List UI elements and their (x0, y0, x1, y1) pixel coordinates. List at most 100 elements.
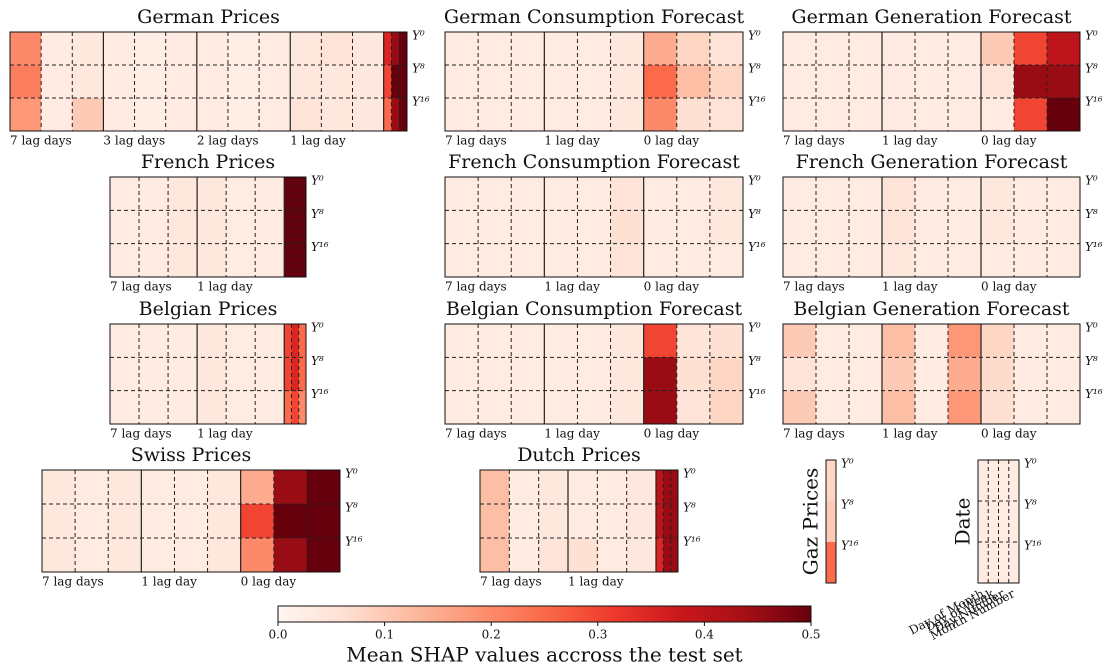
heat-cell (168, 210, 198, 244)
heat-cell (610, 357, 644, 391)
heat-cell (978, 501, 989, 543)
heat-cell (480, 504, 510, 539)
heat-cell (816, 65, 850, 99)
heat-cell (544, 177, 578, 211)
heat-cell (383, 65, 392, 99)
heat-cell (709, 390, 744, 425)
heat-cell (1014, 357, 1048, 391)
plot-frame (479, 469, 679, 573)
heat-cell (978, 460, 989, 502)
heat-cell (291, 390, 300, 425)
heat-cell (948, 65, 982, 99)
y-tick-label: Y¹⁶ (1085, 240, 1103, 254)
heat-cell (577, 243, 611, 278)
panel-title: French Consumption Forecast (448, 151, 740, 173)
heat-cell (1014, 243, 1048, 278)
heat-cell (816, 98, 850, 132)
heat-cell (544, 390, 578, 425)
heat-cell (284, 390, 292, 425)
tick-label: 0.4 (695, 628, 714, 642)
heat-cell (445, 390, 479, 425)
heat-cell (610, 65, 644, 99)
heat-cell (197, 357, 227, 391)
heat-cell (568, 538, 598, 573)
heat-cell (882, 32, 916, 66)
y-tick-label: Y⁸ (748, 207, 761, 221)
x-tick-label: 7 lag days (10, 134, 72, 148)
heat-cell (255, 210, 285, 244)
heat-cell (981, 98, 1015, 132)
panel-title: German Generation Forecast (791, 6, 1071, 28)
y-tick-label: Y⁰ (1024, 457, 1037, 471)
heat-cell (626, 538, 657, 573)
heat-cell (915, 324, 949, 358)
heat-cell (165, 65, 198, 99)
heat-cell (597, 538, 627, 573)
y-tick-label: Y⁸ (1085, 62, 1098, 76)
tick-label: 0.1 (375, 628, 394, 642)
heat-cell (849, 98, 883, 132)
heat-cell (478, 177, 512, 211)
heat-cell (103, 65, 135, 99)
x-tick-label: 7 lag days (783, 134, 845, 148)
heat-cell (709, 65, 744, 99)
heat-cell (273, 470, 308, 505)
heat-cell (284, 357, 292, 391)
heat-cell (882, 390, 916, 425)
x-tick-label: 7 lag days (110, 427, 172, 441)
heat-cell (981, 210, 1015, 244)
heat-cell (544, 324, 578, 358)
heat-cell (139, 243, 169, 278)
heat-cell (1014, 65, 1048, 99)
heat-cell (998, 460, 1010, 502)
heat-cell (196, 32, 229, 66)
heat-cell (988, 501, 999, 543)
y-tick-label: Y⁸ (748, 62, 761, 76)
heat-cell (538, 504, 569, 539)
heat-cell (544, 98, 578, 132)
y-tick-label: Y⁰ (311, 321, 324, 335)
heat-cell (139, 357, 169, 391)
y-tick-label: Y⁸ (311, 354, 324, 368)
heat-cell (226, 177, 256, 211)
heat-cell (915, 98, 949, 132)
panel-title: French Prices (141, 151, 275, 173)
heat-cell (1008, 460, 1020, 502)
plot-frame (9, 31, 408, 132)
heat-cell (298, 357, 307, 391)
plot-frame (109, 176, 307, 278)
heat-cell (948, 390, 982, 425)
x-tick-label: 7 lag days (445, 427, 507, 441)
heat-cell (783, 65, 817, 99)
heat-cell (544, 210, 578, 244)
y-tick-label: Y¹⁶ (841, 539, 859, 553)
heat-cell (352, 32, 384, 66)
heat-cell (110, 357, 140, 391)
heat-cell (709, 357, 744, 391)
panel-title: Dutch Prices (517, 444, 641, 466)
heat-cell (445, 32, 479, 66)
heat-cell (882, 210, 916, 244)
heat-cell (610, 98, 644, 132)
heat-cell (291, 357, 300, 391)
x-tick-label: 1 lag day (544, 427, 600, 441)
heat-cell (298, 210, 307, 244)
heat-cell (75, 504, 109, 539)
heat-cell (783, 357, 817, 391)
y-tick-label: Y¹⁶ (748, 95, 766, 109)
heat-cell (544, 65, 578, 99)
x-tick-label: 1 lag day (544, 134, 600, 148)
x-tick-label: 0 lag day (644, 280, 700, 294)
heat-cell (284, 324, 292, 358)
y-axis-label: Date (951, 498, 975, 546)
heat-cell (1014, 32, 1048, 66)
heat-cell (72, 65, 104, 99)
heat-cell (291, 324, 300, 358)
heat-cell (306, 538, 341, 573)
heat-cell (882, 177, 916, 211)
y-tick-label: Y⁸ (412, 62, 425, 76)
heat-cell (1014, 210, 1048, 244)
heat-cell (445, 177, 479, 211)
heat-cell (948, 32, 982, 66)
heat-cell (577, 32, 611, 66)
